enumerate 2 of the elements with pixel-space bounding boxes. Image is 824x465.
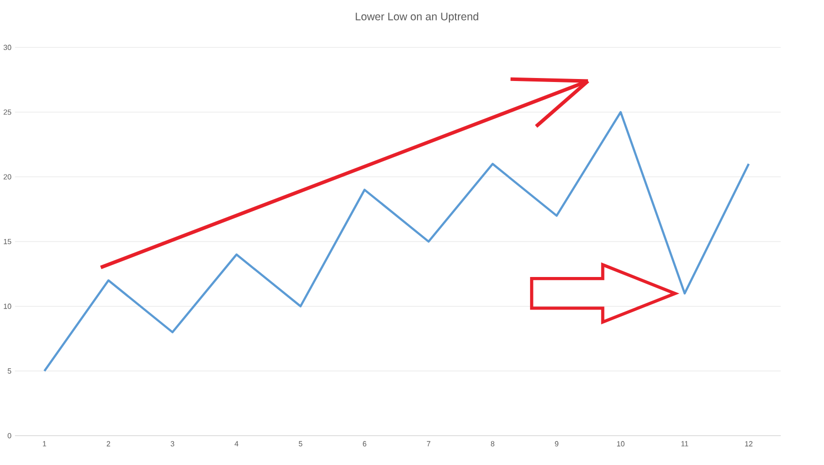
- chart-title: Lower Low on an Uptrend: [356, 12, 478, 22]
- line-series: [43, 110, 750, 372]
